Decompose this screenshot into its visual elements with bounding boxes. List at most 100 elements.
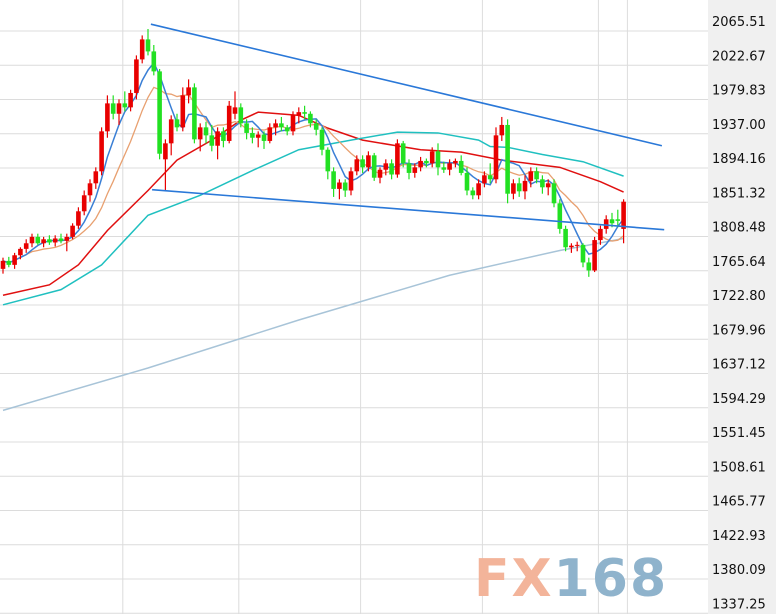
candle-up [528, 167, 534, 188]
candle-down [464, 167, 470, 196]
candle-up [290, 111, 296, 136]
candle-up [366, 151, 371, 172]
candle-body [47, 239, 52, 243]
candle-body [163, 143, 168, 160]
candle-body [557, 203, 563, 229]
candle-down [586, 257, 592, 277]
candle-body [186, 87, 191, 96]
candle-down [331, 167, 336, 197]
candle-up [105, 95, 110, 138]
y-tick-label: 1937.00 [712, 118, 766, 133]
y-tick-label: 1594.29 [712, 392, 766, 407]
candle-body [545, 183, 551, 188]
candle-body [302, 112, 307, 114]
trendline [151, 188, 665, 231]
y-tick-label: 1894.16 [712, 152, 766, 167]
candle-body [418, 160, 423, 168]
y-tick-label: 1380.09 [712, 563, 766, 578]
candle-body [267, 127, 273, 141]
ma-line-ma_mid [2, 131, 624, 306]
candle-up [163, 139, 168, 191]
watermark-168: 168 [554, 549, 669, 609]
candle-body [360, 159, 365, 168]
candle-body [435, 151, 441, 168]
candle-body [250, 132, 255, 138]
candle-body [348, 171, 354, 191]
candle-down [157, 68, 162, 160]
candle-body [395, 143, 400, 175]
candle-body [342, 182, 348, 191]
candle-down [516, 177, 522, 197]
y-tick-label: 1508.61 [712, 460, 766, 475]
candle-body [203, 127, 209, 136]
candle-body [18, 248, 23, 256]
candle-body [244, 123, 249, 133]
candle-body [586, 262, 592, 271]
y-tick-label: 1722.80 [712, 289, 766, 304]
candle-up [412, 163, 418, 178]
candle-up [476, 179, 481, 200]
candle-down [580, 243, 586, 268]
candles [0, 29, 626, 277]
candle-body [371, 155, 377, 178]
y-tick-label: 1422.93 [712, 529, 766, 544]
candle-body [499, 124, 505, 136]
candle-body [226, 105, 232, 141]
candle-down [441, 161, 447, 173]
candle-up [70, 223, 75, 240]
candle-body [209, 135, 215, 146]
candle-body [366, 155, 371, 168]
candle-body [6, 260, 12, 265]
candle-down [557, 199, 563, 234]
candle-up [348, 167, 354, 196]
candle-body [319, 129, 325, 150]
gridlines [0, 0, 708, 614]
candle-body [151, 51, 157, 72]
candle-body [603, 219, 609, 229]
candle-body [569, 245, 574, 248]
candle-up [569, 243, 574, 253]
candle-down [360, 155, 365, 173]
candle-body [453, 160, 458, 164]
y-axis-ticks: 2065.51 2022.67 1979.83 1937.00 1894.16 1851.… [712, 15, 766, 612]
candle-body [505, 124, 510, 194]
candle-body [615, 219, 621, 221]
candle-body [308, 113, 313, 124]
candle-up [29, 233, 35, 248]
candle-body [580, 244, 586, 263]
candle-body [76, 211, 81, 226]
candle-body [128, 92, 133, 108]
candle-down [209, 124, 215, 152]
candle-body [12, 255, 17, 265]
candle-body [470, 190, 476, 196]
candle-body [598, 228, 603, 241]
candle-body [284, 127, 290, 132]
candle-down [151, 44, 157, 76]
candle-body [215, 131, 220, 146]
candle-down [389, 159, 394, 180]
candle-body [331, 171, 336, 189]
candle-up [226, 100, 232, 144]
ma-line-ma20 [2, 111, 624, 296]
candle-body [41, 239, 46, 244]
candle-up [418, 156, 423, 172]
candle-body [70, 225, 75, 237]
candle-body [221, 131, 226, 141]
watermark-logo: FX168 [474, 549, 669, 609]
candle-body [139, 39, 145, 60]
y-tick-label: 1808.48 [712, 221, 766, 236]
candle-up [522, 175, 528, 200]
watermark-fx: FX [474, 549, 554, 609]
candle-up [64, 233, 70, 252]
candle-down [279, 116, 284, 132]
candle-up [447, 159, 452, 176]
candle-body [157, 71, 162, 154]
candle-down [47, 235, 52, 245]
candle-down [238, 103, 244, 128]
candle-up [598, 225, 603, 245]
candle-up [41, 236, 46, 248]
candle-body [99, 131, 104, 172]
candle-up [337, 179, 342, 200]
candle-down [122, 91, 128, 112]
candle-down [487, 163, 493, 184]
